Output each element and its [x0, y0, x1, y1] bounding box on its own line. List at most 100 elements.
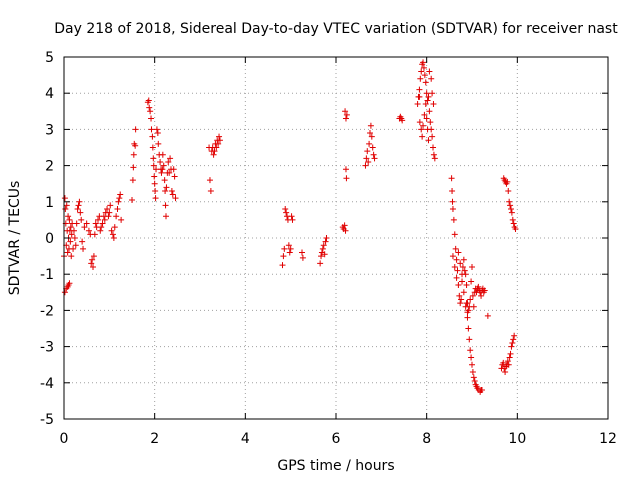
data-point: [216, 137, 223, 144]
data-point: [116, 195, 123, 202]
data-point: [150, 155, 157, 162]
data-point: [341, 222, 348, 229]
data-point: [154, 130, 161, 137]
data-point: [469, 361, 475, 368]
data-point: [90, 263, 97, 270]
data-point: [461, 267, 468, 274]
data-point: [507, 350, 514, 357]
data-point: [414, 101, 421, 108]
data-point: [422, 79, 429, 86]
data-point: [211, 148, 218, 155]
data-point: [452, 245, 459, 252]
data-point: [478, 292, 485, 299]
data-point: [343, 175, 350, 182]
data-point: [451, 263, 458, 270]
data-point: [67, 224, 74, 231]
data-point: [157, 158, 164, 165]
data-point: [63, 202, 70, 209]
data-point: [115, 198, 122, 205]
data-point: [449, 198, 456, 205]
x-tick-labels: 0 2 4 6 8 10 12: [60, 431, 617, 447]
data-point: [364, 148, 371, 155]
data-point: [215, 140, 222, 147]
data-points: [61, 59, 519, 395]
x-tick-label: 10: [508, 431, 526, 447]
x-tick-label: 2: [150, 431, 159, 447]
data-point: [416, 93, 423, 100]
data-point: [470, 303, 477, 310]
data-point: [431, 155, 438, 162]
data-point: [150, 162, 157, 169]
data-point: [430, 101, 437, 108]
data-point: [425, 93, 432, 100]
data-point: [89, 256, 96, 263]
data-point: [68, 231, 75, 238]
data-point: [460, 289, 467, 296]
data-point: [430, 144, 437, 151]
data-point: [424, 97, 431, 104]
data-point: [342, 166, 349, 173]
data-point: [168, 187, 175, 194]
data-point: [70, 245, 77, 252]
data-point: [130, 164, 137, 171]
y-tick-label: 5: [45, 50, 54, 66]
data-point: [98, 224, 105, 231]
data-point: [509, 339, 516, 346]
data-point: [213, 144, 220, 151]
data-point: [80, 245, 87, 252]
data-point: [425, 137, 432, 144]
data-point: [460, 256, 467, 263]
data-point: [320, 242, 327, 249]
data-point: [210, 151, 217, 158]
data-point: [287, 245, 294, 252]
data-point: [170, 166, 177, 173]
data-point: [416, 119, 423, 126]
data-point: [508, 209, 515, 216]
data-point: [158, 169, 165, 176]
data-point: [399, 117, 406, 124]
data-point: [83, 220, 90, 227]
data-point: [428, 75, 435, 82]
data-point: [146, 104, 153, 111]
data-point: [92, 220, 99, 227]
data-point: [469, 368, 476, 375]
y-tick-label: -3: [40, 340, 54, 356]
data-point: [365, 158, 372, 165]
data-point: [129, 177, 136, 184]
data-point: [427, 119, 434, 126]
data-point: [422, 101, 429, 108]
data-point: [426, 68, 433, 75]
data-point: [113, 213, 120, 220]
data-point: [65, 213, 72, 220]
data-point: [107, 202, 114, 209]
x-tick-label: 6: [332, 431, 341, 447]
y-tick-label: 1: [45, 195, 54, 211]
data-point: [288, 213, 295, 220]
data-point: [484, 312, 491, 319]
data-point: [369, 144, 376, 151]
data-point: [78, 216, 85, 223]
data-point: [510, 336, 517, 343]
data-point: [510, 220, 517, 227]
data-point: [299, 254, 306, 261]
data-point: [450, 216, 457, 223]
data-point: [79, 238, 86, 245]
data-point: [76, 198, 83, 205]
data-point: [509, 216, 516, 223]
data-point: [505, 187, 512, 194]
data-point: [463, 300, 470, 307]
data-point: [97, 227, 104, 234]
data-point: [464, 309, 471, 316]
data-point: [110, 235, 117, 241]
y-tick-label: -2: [40, 303, 54, 319]
data-point: [104, 206, 111, 213]
data-point: [129, 196, 135, 203]
y-axis-label: SDTVAR / TECUs: [7, 181, 23, 296]
data-point: [282, 206, 289, 213]
data-point: [147, 108, 154, 115]
data-point: [428, 126, 435, 133]
data-point: [469, 292, 476, 299]
data-point: [459, 271, 466, 278]
data-point: [130, 151, 137, 158]
data-point: [458, 296, 465, 303]
